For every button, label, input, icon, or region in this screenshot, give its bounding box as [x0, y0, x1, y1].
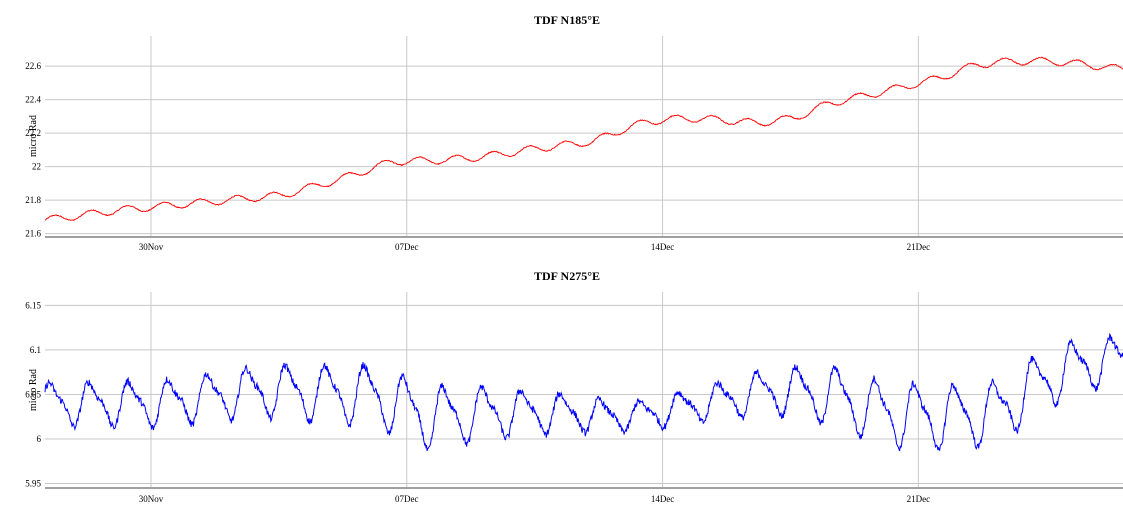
x-tick-label: 21Dec: [907, 242, 931, 252]
chart-1-title: TDF N185°E: [534, 13, 600, 27]
y-tick-label: 22: [32, 162, 41, 172]
y-tick-label: 21.6: [25, 229, 41, 239]
chart-2-series: [44, 332, 1123, 452]
chart-2: TDF N275°E micro Rad 5.95 6 6.05 6.1 6.15 30…: [25, 269, 1123, 504]
chart-2-ylabel: micro Rad: [28, 369, 39, 411]
y-tick-label: 6.1: [30, 345, 41, 355]
chart-1-grid: [45, 36, 1123, 237]
series-line: [44, 332, 1123, 452]
chart-1: TDF N185°E micro Rad 21.621.82222.222.42…: [25, 13, 1123, 252]
chart-1-y-ticks: 21.6 21.8 22 22.2 22.4 22.6: [25, 61, 41, 239]
y-tick-label: 22.6: [25, 61, 41, 71]
y-tick-label: 6.15: [25, 300, 41, 310]
chart-1-ylabel: micro Rad: [28, 115, 39, 157]
x-tick-label: 07Dec: [395, 494, 419, 504]
y-tick-label: 6: [37, 434, 42, 444]
x-tick-label: 30Nov: [139, 242, 164, 252]
y-tick-label: 6.05: [25, 389, 41, 399]
x-tick-label: 21Dec: [907, 494, 931, 504]
chart-2-title: TDF N275°E: [534, 269, 600, 283]
x-tick-label: 14Dec: [651, 242, 675, 252]
x-tick-label: 14Dec: [651, 494, 675, 504]
y-tick-label: 21.8: [25, 195, 41, 205]
y-tick-label: 22.4: [25, 95, 41, 105]
chart-1-x-ticks: 30Nov 07Dec 14Dec 21Dec: [139, 242, 930, 252]
x-tick-label: 07Dec: [395, 242, 419, 252]
y-tick-label: 5.95: [25, 479, 41, 489]
series-line: [44, 56, 1123, 222]
chart-2-x-ticks: 30Nov 07Dec 14Dec 21Dec: [139, 494, 930, 504]
y-tick-label: 22.2: [25, 128, 41, 138]
chart-1-series: [44, 56, 1123, 222]
x-tick-label: 30Nov: [139, 494, 164, 504]
chart-2-y-ticks: 5.95 6 6.05 6.1 6.15: [25, 300, 41, 488]
